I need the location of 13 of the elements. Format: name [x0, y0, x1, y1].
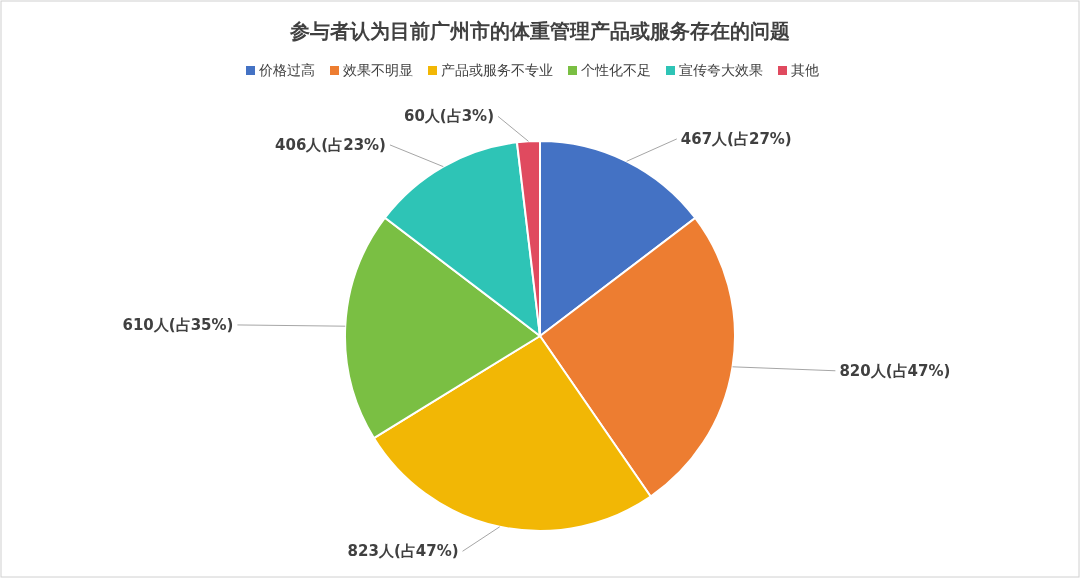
legend-label: 产品或服务不专业: [441, 62, 553, 78]
data-label: 820人(占47%): [839, 361, 951, 380]
data-label: 823人(占47%): [347, 542, 459, 561]
legend-label: 价格过高: [258, 62, 315, 78]
legend-label: 宣传夸大效果: [679, 62, 763, 78]
chart-title: 参与者认为目前广州市的体重管理产品或服务存在的问题: [289, 19, 790, 43]
data-label: 406人(占23%): [275, 135, 386, 154]
legend-label: 个性化不足: [581, 62, 651, 78]
data-label: 60人(占3%): [403, 107, 495, 126]
legend-label: 效果不明显: [343, 62, 413, 78]
data-label: 610人(占35%): [122, 315, 234, 334]
data-label: 467人(占27%): [680, 129, 792, 148]
legend-label: 其他: [791, 62, 819, 78]
